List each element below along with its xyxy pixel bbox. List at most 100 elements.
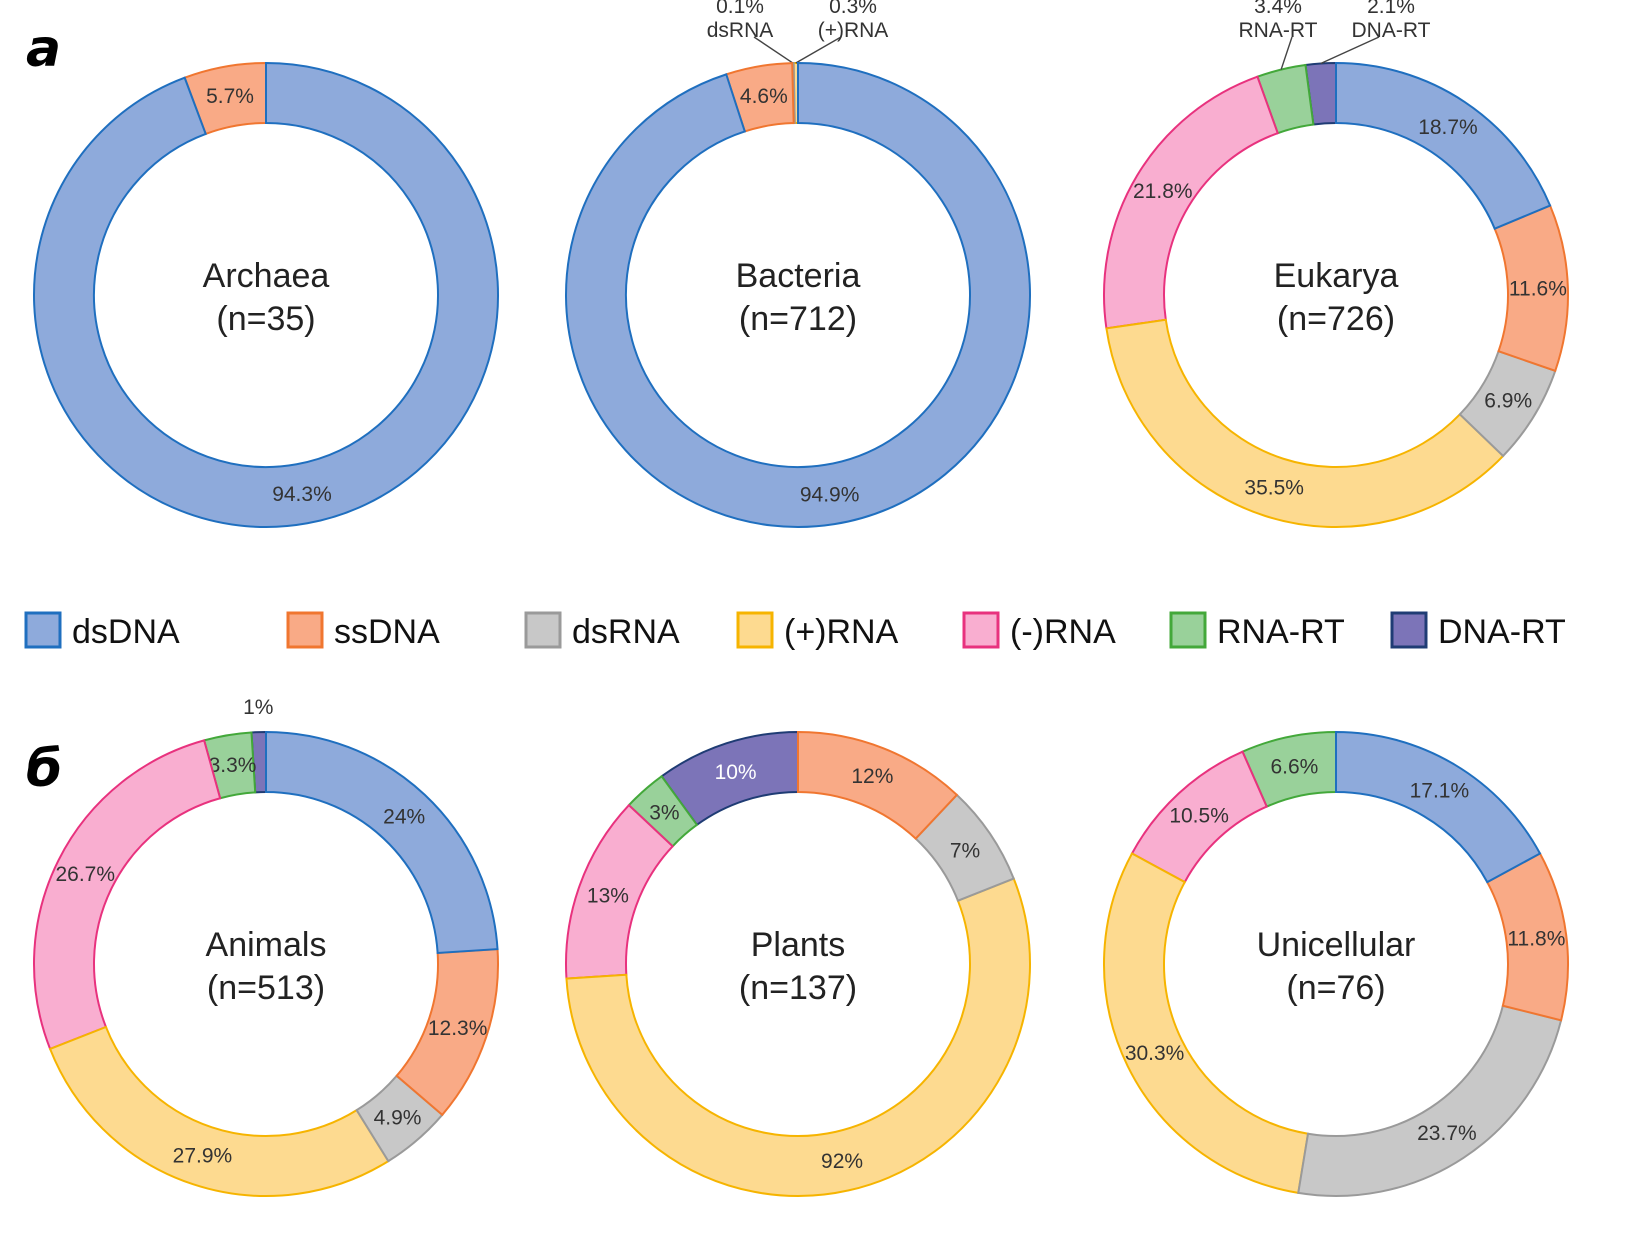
donut-count: (n=726) xyxy=(1277,300,1395,338)
callout-leader xyxy=(1320,36,1380,65)
slice-rna xyxy=(1103,852,1310,1195)
slice-rna xyxy=(565,803,675,980)
slice-ssdna xyxy=(1485,852,1569,1022)
slice-label: 12% xyxy=(851,765,893,788)
slice-label: 94.3% xyxy=(272,483,332,506)
slice-label: 24% xyxy=(383,806,425,829)
legend-item-dsdna: dsDNA xyxy=(24,611,180,651)
slice-label: 11.6% xyxy=(1509,278,1567,301)
callout-leader xyxy=(1280,36,1293,70)
donut-unicellular: 6.6% 10.5% 30.3% 23.7% 11.8% 17.1% Unicellular… xyxy=(1103,730,1569,1197)
slice-rna-rt xyxy=(627,774,699,848)
slice-dsdna xyxy=(33,61,499,528)
slice-label: 12.3% xyxy=(428,1017,488,1040)
slice-ssdna xyxy=(797,730,959,841)
slice-dsdna xyxy=(1335,61,1552,230)
callout-leader xyxy=(753,36,794,64)
legend-label: DNA-RT xyxy=(1438,613,1566,651)
slice-label: 1% xyxy=(243,696,273,719)
slice-rna xyxy=(33,739,222,1051)
slice-rna xyxy=(48,1025,390,1197)
legend-label: dsRNA xyxy=(572,613,680,651)
slice-label: 6.9% xyxy=(1484,390,1532,413)
slice-label: 11.8% xyxy=(1507,928,1565,951)
slice-dsrna xyxy=(914,793,1016,902)
slice-ssdna xyxy=(724,62,795,133)
slice-rna xyxy=(1130,750,1269,884)
donut-eukarya: 2.1%DNA-RT 3.4%RNA-RT 21.8% 35.5% 6.9% 11.6% 1… xyxy=(1103,0,1569,528)
slice-label: 18.7% xyxy=(1418,116,1478,139)
slice-rna xyxy=(565,877,1031,1197)
slice-label: 35.5% xyxy=(1244,476,1304,499)
callout-leader xyxy=(795,36,842,64)
donut-title: Plants xyxy=(751,926,846,964)
legend-item-rna: (-)RNA xyxy=(962,611,1116,651)
callout-label: DNA-RT xyxy=(1352,19,1431,42)
legend-swatch xyxy=(524,611,562,649)
callout-label: (+)RNA xyxy=(818,19,889,42)
callout-label: RNA-RT xyxy=(1239,19,1318,42)
slice-label: 6.6% xyxy=(1270,755,1318,778)
donut-bacteria: 0.3%(+)RNA 0.1%dsRNA 4.6% 94.9% Bacteria (n=7… xyxy=(565,0,1031,528)
donut-title: Bacteria xyxy=(736,257,861,295)
slice-dsrna xyxy=(1297,1004,1563,1197)
legend-label: RNA-RT xyxy=(1217,613,1345,651)
legend-swatch xyxy=(736,611,774,649)
callout-label: dsRNA xyxy=(707,19,774,42)
legend-label: dsDNA xyxy=(72,613,180,651)
slice-label: 10.5% xyxy=(1169,804,1229,827)
slice-label: 3.3% xyxy=(209,754,257,777)
legend-swatch xyxy=(1169,611,1207,649)
legend-swatch xyxy=(24,611,62,649)
slice-label: 4.6% xyxy=(740,85,788,108)
legend-label: ssDNA xyxy=(334,613,440,651)
donut-title: Unicellular xyxy=(1257,926,1416,964)
legend-swatch xyxy=(1390,611,1428,649)
slice-label: 5.7% xyxy=(206,85,254,108)
donut-charts: 5.7%94.3%Archaea(n=35)0.3%(+)RNA0.1%dsRN… xyxy=(33,0,1569,1197)
slice-label: 23.7% xyxy=(1417,1122,1477,1145)
legend: dsDNA ssDNA dsRNA (+)RNA (-)RNA RNA-RT DNA-RT xyxy=(24,611,1566,651)
slice-dsdna xyxy=(565,61,1031,528)
donut-title: Animals xyxy=(206,926,327,964)
donut-animals: 1% 3.3% 26.7% 27.9% 4.9% 12.3% 24% Animals (n=51… xyxy=(33,696,499,1197)
legend-swatch xyxy=(286,611,324,649)
donut-archaea: 5.7% 94.3% Archaea (n=35) xyxy=(33,61,499,528)
legend-item-rna: (+)RNA xyxy=(736,611,899,651)
slice-rna-rt xyxy=(1256,63,1315,135)
donut-count: (n=35) xyxy=(216,300,315,338)
slice-label: 30.3% xyxy=(1125,1042,1185,1065)
legend-item-rna-rt: RNA-RT xyxy=(1169,611,1345,651)
slice-label: 27.9% xyxy=(173,1145,233,1168)
slice-label: 3.4% xyxy=(1254,0,1302,18)
slice-label: 92% xyxy=(821,1150,863,1173)
legend-label: (+)RNA xyxy=(784,613,899,651)
legend-item-dna-rt: DNA-RT xyxy=(1390,611,1566,651)
panel-label-b: б xyxy=(26,739,62,799)
slice-label: 13% xyxy=(587,885,629,908)
slice-rna-rt xyxy=(202,731,257,800)
slice-label: 17.1% xyxy=(1410,779,1470,802)
donut-count: (n=513) xyxy=(207,969,325,1007)
legend-item-ssdna: ssDNA xyxy=(286,611,440,651)
slice-label: 4.9% xyxy=(374,1106,422,1129)
slice-label: 2.1% xyxy=(1367,0,1415,18)
slice-ssdna xyxy=(395,948,499,1117)
slice-rna xyxy=(1103,75,1280,330)
legend-label: (-)RNA xyxy=(1010,613,1116,651)
slice-label: 0.1% xyxy=(716,0,764,18)
slice-label: 0.3% xyxy=(829,0,877,18)
donut-plants: 10% 3% 13% 92% 7% 12% Plants (n=137) xyxy=(565,730,1031,1197)
slice-label: 7% xyxy=(950,839,980,862)
slice-dsdna xyxy=(265,730,499,955)
slice-dsrna xyxy=(1458,349,1557,458)
legend-item-dsrna: dsRNA xyxy=(524,611,680,651)
slice-label: 10% xyxy=(715,761,757,784)
donut-title: Eukarya xyxy=(1274,257,1399,295)
slice-rna xyxy=(1105,318,1505,528)
slice-ssdna xyxy=(1493,204,1569,373)
panel-label-a: а xyxy=(26,19,61,79)
donut-count: (n=712) xyxy=(739,300,857,338)
donut-title: Archaea xyxy=(203,257,330,295)
